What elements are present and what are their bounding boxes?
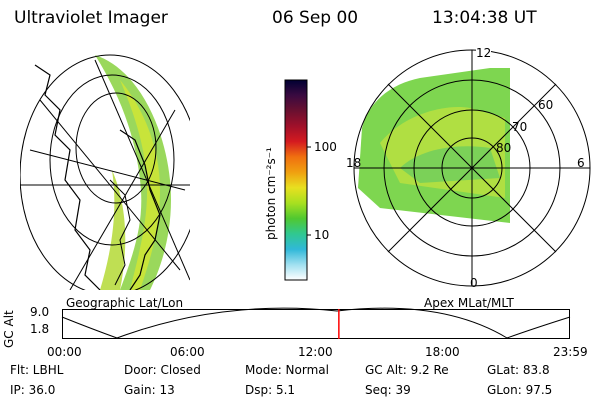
time-label: 13:04:38 UT (432, 8, 537, 28)
colorbar-unit-label: photon cm⁻²s⁻¹ (264, 147, 278, 240)
ip-status: IP: 36.0 (10, 383, 56, 397)
altitude-xtick-1: 06:00 (170, 345, 205, 359)
date-label: 06 Sep 00 (272, 8, 359, 28)
glon-status: GLon: 97.5 (487, 383, 553, 397)
colorbar-tick-10: 10 (314, 228, 330, 242)
geographic-image (20, 54, 190, 290)
altitude-ytick-max: 9.0 (30, 305, 50, 319)
door-status: Door: Closed (124, 363, 201, 377)
mlt-label-bottom: 0 (470, 276, 478, 290)
glat-status: GLat: 83.8 (487, 363, 550, 377)
altitude-ytick-min: 1.8 (30, 322, 50, 336)
altitude-ylabel: GC Alt (2, 310, 16, 348)
geographic-label: Geographic Lat/Lon (66, 296, 184, 310)
polar-label: Apex MLat/MLT (424, 296, 514, 310)
lat-label-60: 60 (538, 98, 554, 112)
instrument-title: Ultraviolet Imager (14, 8, 168, 28)
mlt-label-top: 12 (476, 46, 492, 60)
altitude-xtick-2: 12:00 (298, 345, 333, 359)
filter-status: Flt: LBHL (10, 363, 64, 377)
altitude-xtick-0: 00:00 (47, 345, 82, 359)
altitude-xtick-3: 18:00 (425, 345, 460, 359)
mlt-label-left: 18 (346, 156, 362, 170)
colorbar (284, 79, 311, 281)
altitude-xtick-4: 23:59 (553, 345, 588, 359)
gc-alt-status: GC Alt: 9.2 Re (365, 363, 449, 377)
polar-image (353, 49, 591, 287)
lat-label-70: 70 (512, 120, 528, 134)
seq-status: Seq: 39 (365, 383, 411, 397)
lat-label-80: 80 (496, 141, 512, 155)
mlt-label-right: 6 (577, 156, 585, 170)
gain-status: Gain: 13 (124, 383, 175, 397)
mode-status: Mode: Normal (245, 363, 329, 377)
colorbar-tick-100: 100 (314, 140, 337, 154)
dsp-status: Dsp: 5.1 (245, 383, 296, 397)
altitude-plot (61, 307, 571, 339)
